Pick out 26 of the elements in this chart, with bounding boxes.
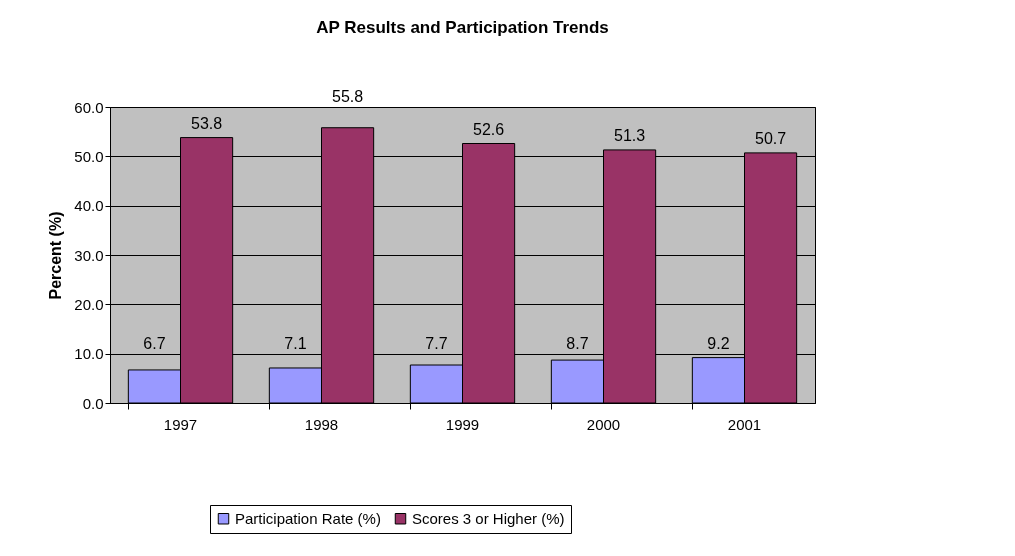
data-label: 7.7 [425, 334, 448, 352]
data-label: 55.8 [332, 88, 364, 105]
x-tick-label: 1999 [445, 415, 480, 433]
legend-label: Participation Rate (%) [235, 509, 381, 527]
y-axis-title: Percent (%) [47, 211, 65, 300]
data-label: 50.7 [755, 129, 787, 147]
x-tick-label: 2001 [727, 415, 762, 433]
y-tick-label: 40.0 [74, 197, 104, 215]
data-label: 52.6 [473, 120, 505, 138]
y-tick-label: 0.0 [82, 394, 104, 412]
y-tick-label: 50.0 [74, 147, 104, 165]
y-tick-label: 10.0 [74, 345, 104, 363]
x-tick-label: 1997 [163, 415, 198, 433]
x-tick-label: 2000 [586, 415, 621, 433]
data-label: 9.2 [707, 334, 730, 352]
data-label: 53.8 [191, 114, 223, 132]
y-tick-label: 30.0 [74, 246, 104, 264]
y-tick-label: 20.0 [74, 295, 104, 313]
x-tick-label: 1998 [304, 415, 339, 433]
y-tick-label: 60.0 [74, 98, 104, 116]
data-label: 8.7 [566, 334, 589, 352]
data-label: 6.7 [143, 334, 166, 352]
data-label: 7.1 [284, 334, 307, 352]
data-label: 51.3 [614, 126, 646, 144]
chart-title: AP Results and Participation Trends [316, 18, 609, 37]
legend-label: Scores 3 or Higher (%) [412, 509, 565, 527]
